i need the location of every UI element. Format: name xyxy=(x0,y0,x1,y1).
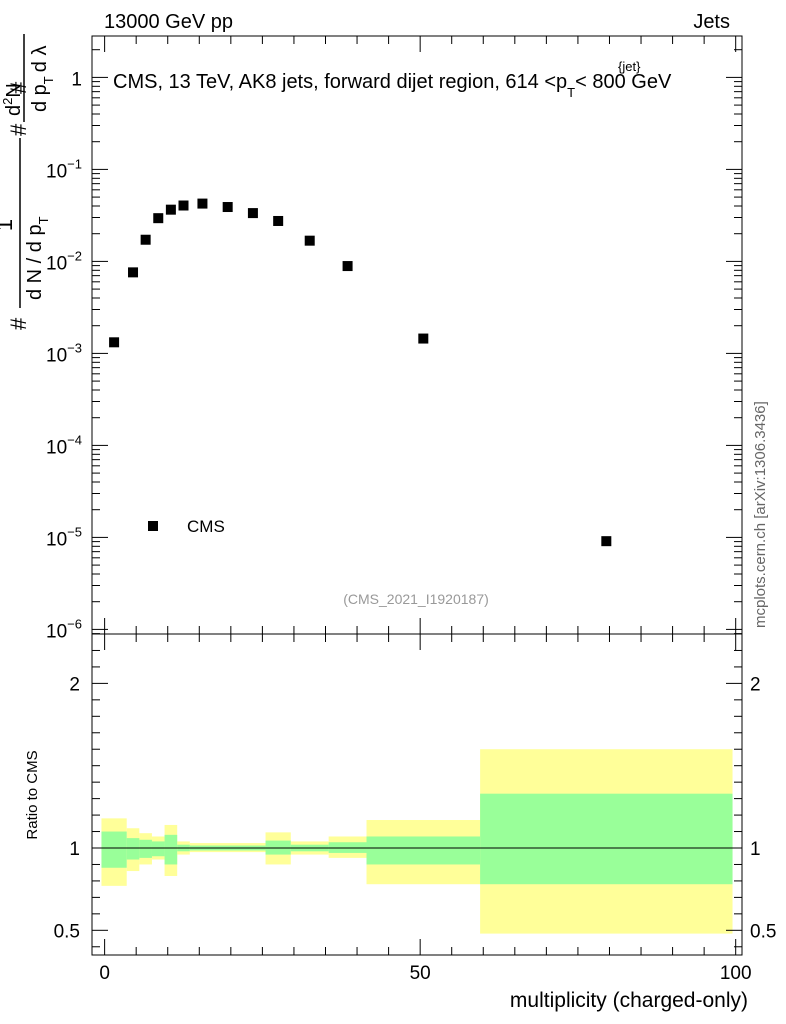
legend-marker-cms xyxy=(148,521,158,531)
title-sup: {jet} xyxy=(618,59,641,74)
main-y-tick-label: 10−6 xyxy=(46,616,82,642)
band-bin xyxy=(139,839,152,858)
ylabel-right-hash: # xyxy=(6,123,31,136)
data-point xyxy=(128,267,139,278)
band-bin xyxy=(151,841,165,857)
data-point xyxy=(247,208,258,219)
main-y-tick-label-base: 10 xyxy=(46,529,67,550)
side-label: mcplots.cern.ch [arXiv:1306.3436] xyxy=(752,401,769,628)
main-y-tick-label-base: 1 xyxy=(71,69,82,90)
ratio-y-tick-label-right: 0.5 xyxy=(750,921,776,942)
data-point xyxy=(601,536,612,547)
main-y-tick-label-exp: −6 xyxy=(67,616,82,631)
main-y-axis-label: # 1 d N / d pT # d2N # d pTd λ xyxy=(0,34,56,330)
ylabel-left-hash: # xyxy=(6,317,31,330)
ratio-y-tick-labels: 0.5 0.5 1 1 2 2 xyxy=(54,674,777,942)
ylabel-right-den-text: d p xyxy=(29,84,51,112)
header-right: Jets xyxy=(693,11,730,33)
main-y-tick-label: 10−1 xyxy=(46,156,82,182)
main-y-tick-label-base: 10 xyxy=(46,161,67,182)
main-y-tick-label-base: 10 xyxy=(46,345,67,366)
data-point xyxy=(153,213,164,224)
x-tick-label: 0 xyxy=(99,963,110,984)
ylabel-left-den-sub: T xyxy=(36,216,51,224)
ylabel-right-num-d: d xyxy=(3,105,25,116)
main-axis-ticks xyxy=(92,36,742,635)
data-point xyxy=(418,333,429,344)
ratio-y-tick-label-right: 2 xyxy=(750,674,761,695)
ylabel-right-den: d pTd λ xyxy=(29,46,56,112)
ratio-axis-ticks xyxy=(92,634,742,955)
data-markers xyxy=(109,198,612,547)
main-y-tick-label: 10−3 xyxy=(46,340,82,366)
band-bin xyxy=(101,831,127,868)
ylabel-left-den: d N / d pT xyxy=(24,216,51,300)
main-y-tick-label: 10−4 xyxy=(46,432,82,458)
data-point xyxy=(342,261,353,272)
main-y-tick-label-base: 10 xyxy=(46,621,67,642)
ratio-panel-frame xyxy=(91,633,743,956)
ratio-y-axis-label: Ratio to CMS xyxy=(24,750,41,839)
x-tick-labels: 0 50 100 xyxy=(99,963,751,984)
ylabel-right-num: d2N xyxy=(0,83,25,116)
analysis-id: (CMS_2021_I1920187) xyxy=(343,591,489,607)
main-panel-frame xyxy=(91,35,743,635)
header-left: 13000 GeV pp xyxy=(104,11,233,33)
data-point xyxy=(222,202,233,213)
main-y-tick-label-exp: −5 xyxy=(67,524,82,539)
data-point xyxy=(273,215,284,226)
main-y-tick-label-base: 10 xyxy=(46,437,67,458)
main-y-tick-label: 10−5 xyxy=(46,524,82,550)
band-bin xyxy=(480,793,733,885)
ratio-y-tick-label-left: 0.5 xyxy=(54,921,80,942)
ylabel-right-hash-2: # xyxy=(6,81,31,94)
main-y-tick-label-exp: −4 xyxy=(67,432,82,447)
title-sub: T xyxy=(567,85,575,100)
x-tick-label: 50 xyxy=(410,963,431,984)
legend-label-cms: CMS xyxy=(187,517,225,536)
ylabel-right-num-sup: 2 xyxy=(0,98,15,105)
main-y-tick-label-exp: −3 xyxy=(67,340,82,355)
main-y-tick-labels: 110−110−210−310−410−510−6 xyxy=(46,69,82,642)
main-y-tick-label-exp: −2 xyxy=(67,248,82,263)
data-point xyxy=(178,200,189,211)
band-bin xyxy=(126,838,140,860)
data-point xyxy=(140,234,151,245)
main-y-tick-label: 1 xyxy=(71,69,82,90)
ratio-y-tick-label-left: 2 xyxy=(69,674,80,695)
data-point xyxy=(109,337,120,348)
plot-title: CMS, 13 TeV, AK8 jets, forward dijet reg… xyxy=(113,71,672,100)
ylabel-right-den-sub: T xyxy=(41,76,56,84)
x-axis-label: multiplicity (charged-only) xyxy=(510,989,748,1012)
ylabel-left-den-text: d N / d p xyxy=(24,224,46,300)
data-point xyxy=(165,204,176,215)
main-y-tick-label-exp: −1 xyxy=(67,156,82,171)
ylabel-right-den-tail: d λ xyxy=(29,46,51,73)
main-y-tick-label: 10−2 xyxy=(46,248,82,274)
main-y-tick-label-base: 10 xyxy=(46,253,67,274)
data-point xyxy=(197,198,208,209)
x-tick-label: 100 xyxy=(720,963,752,984)
band-bin xyxy=(164,834,178,865)
ratio-stat-uncertainty-band xyxy=(101,793,733,885)
data-point xyxy=(304,235,315,246)
ratio-y-tick-label-left: 1 xyxy=(69,839,80,860)
title-suffix: < 800 GeV xyxy=(575,71,672,93)
ylabel-right-num-tail: N xyxy=(3,83,25,97)
ylabel-one: 1 xyxy=(0,219,17,231)
ratio-y-tick-label-right: 1 xyxy=(750,839,761,860)
band-bin xyxy=(366,836,481,865)
title-prefix: CMS, 13 TeV, AK8 jets, forward dijet reg… xyxy=(113,71,567,93)
